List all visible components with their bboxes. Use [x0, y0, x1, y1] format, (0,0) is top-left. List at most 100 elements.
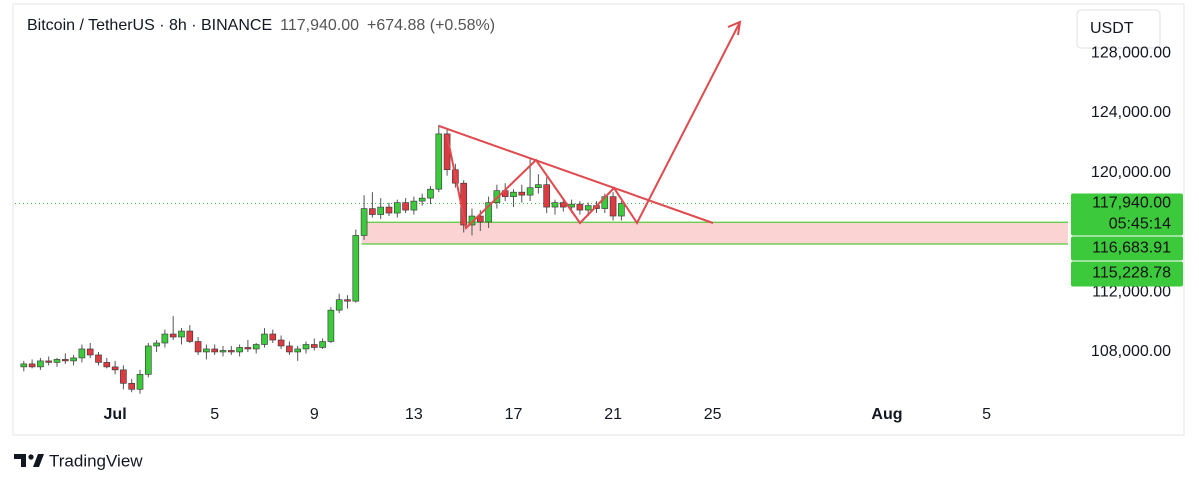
candle-body [618, 203, 625, 217]
candle-body [543, 184, 550, 208]
candle-body [153, 342, 160, 347]
candle-body [310, 344, 318, 348]
arrow-head [727, 20, 742, 36]
candle-body [352, 235, 360, 302]
candle-body [402, 202, 409, 211]
price-badge [1071, 261, 1183, 287]
candle-body [302, 344, 310, 350]
drawing [438, 20, 742, 230]
candle-body [194, 341, 202, 353]
candle-body [269, 333, 277, 341]
y-tick-label: 108,000.00 [1091, 343, 1171, 360]
x-tick-label: 5 [982, 406, 991, 423]
candle-body [186, 330, 194, 342]
candle-body [37, 360, 44, 368]
x-tick-label: 21 [604, 406, 622, 423]
header: Bitcoin / TetherUS · 8h · BINANCE 117,940… [27, 17, 495, 34]
candle-body [252, 344, 260, 350]
candle-body [485, 202, 492, 223]
candle-body [169, 333, 177, 338]
brand: TradingView [49, 451, 143, 470]
candle-body [609, 196, 617, 217]
projection-path [446, 21, 741, 230]
candle-body [128, 383, 136, 390]
candle-body [427, 188, 434, 199]
candle-body [360, 208, 368, 236]
logo-slash [33, 454, 44, 467]
y-tick-label: 112,000.00 [1092, 283, 1171, 300]
candle-body [228, 350, 235, 353]
candle-body [535, 184, 542, 188]
candle-body [410, 200, 418, 211]
candle-body [111, 366, 119, 371]
candle-body [393, 202, 401, 214]
candle-body [584, 205, 592, 211]
currency-button[interactable] [1076, 9, 1161, 49]
candle-body [277, 339, 285, 347]
candle-body [344, 299, 351, 302]
candle-body [377, 206, 384, 215]
candle-body [28, 363, 36, 368]
logo-dot [28, 454, 34, 460]
candle-body [219, 350, 227, 353]
candle-body [261, 333, 268, 345]
last-price: 117,940.00 [280, 17, 359, 34]
currency[interactable]: USDT [1090, 20, 1134, 37]
candle-body [236, 347, 243, 353]
candle-body [120, 369, 127, 384]
candle-body [103, 362, 111, 368]
candle-body [203, 348, 210, 353]
candle-body [45, 360, 52, 363]
countdown: 05:45:14 [1109, 216, 1171, 233]
candle-body [20, 363, 28, 368]
candle-body [178, 330, 185, 338]
x-tick-label: 9 [310, 406, 319, 423]
candle-body [53, 359, 61, 363]
candle-body [294, 348, 301, 353]
candle-body [526, 187, 534, 196]
symbol: Bitcoin / TetherUS · 8h · BINANCE [27, 17, 272, 34]
candle-body [86, 348, 94, 356]
candle-body [61, 359, 69, 362]
logo-mark [14, 454, 26, 467]
x-tick-label: Aug [871, 406, 902, 423]
x-tick-label: 5 [210, 406, 219, 423]
candle-body [510, 191, 517, 197]
chart-frame [12, 3, 1185, 436]
zone-bottom-label: 115,228.78 [1092, 265, 1171, 282]
candle-body [369, 208, 376, 215]
candle-body [335, 299, 343, 311]
candle-body [518, 191, 526, 196]
candle-body [476, 215, 484, 223]
trend-line [438, 125, 714, 224]
candle-body [418, 197, 426, 202]
y-tick-label: 120,000.00 [1091, 164, 1171, 181]
y-tick-label: 128,000.00 [1091, 44, 1171, 61]
x-tick-label: 25 [704, 406, 722, 423]
brand-logo [14, 454, 44, 467]
candle-body [385, 206, 393, 214]
x-tick-label: 13 [405, 406, 423, 423]
candle-body [161, 333, 169, 344]
candle-body [286, 345, 293, 353]
change: +674.88 (+0.58%) [367, 17, 495, 34]
candle-body [144, 345, 152, 375]
candle-body [551, 202, 559, 208]
x-tick-label: Jul [104, 406, 127, 423]
price-badge [1071, 236, 1183, 261]
last-price-label: 117,940.00 [1092, 195, 1171, 212]
candle-body [78, 348, 86, 359]
candle-body [211, 348, 218, 353]
candle-body [95, 354, 102, 363]
y-tick-label: 124,000.00 [1091, 104, 1171, 121]
candle-body [136, 374, 144, 390]
candle-body [576, 203, 584, 211]
candle-body [319, 341, 326, 348]
candle-body [244, 347, 252, 350]
candle-body [327, 309, 335, 342]
x-tick-label: 17 [505, 406, 523, 423]
candle-body [70, 357, 77, 362]
candle-body [435, 133, 443, 190]
